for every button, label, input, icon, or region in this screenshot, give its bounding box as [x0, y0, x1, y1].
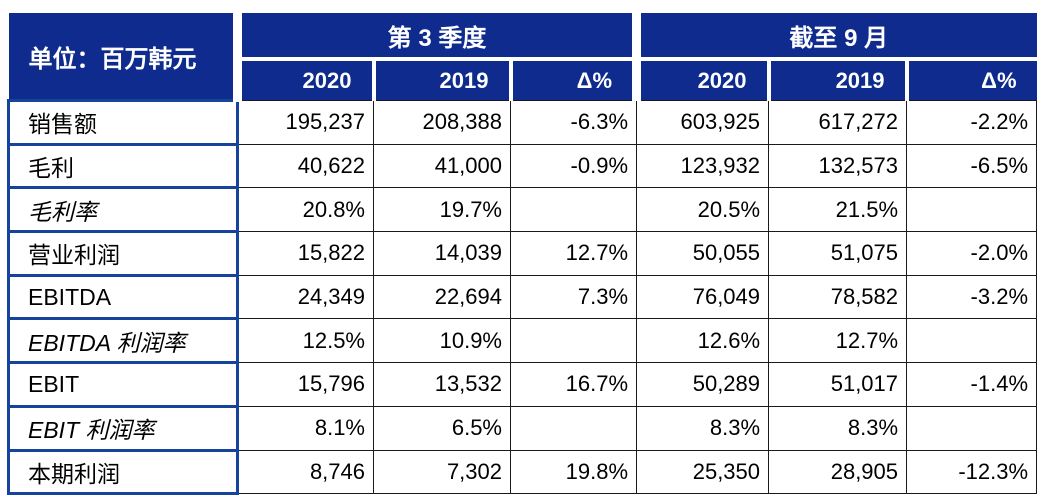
data-cell: 14,039	[373, 231, 511, 276]
data-cell: 12.5%	[237, 318, 374, 364]
data-cell: 12.7%	[509, 231, 638, 276]
data-cell: 12.6%	[636, 318, 770, 364]
table-row-ebitda: EBITDA 24,349 22,694 7.3% 76,049 78,582 …	[7, 273, 1038, 321]
header-year-row: 2020 2019 Δ% 2020 2019 Δ%	[9, 59, 1037, 101]
column-group-ytd-september: 截至 9 月	[632, 13, 1037, 61]
data-cell: 41,000	[373, 143, 511, 189]
data-cell: 8,746	[237, 449, 374, 495]
row-label: 销售额	[7, 99, 239, 146]
row-label: 本期利润	[7, 448, 239, 495]
data-cell: 78,582	[768, 274, 908, 320]
data-cell: 13,532	[373, 362, 511, 407]
data-cell: 15,822	[237, 231, 374, 276]
row-label: 营业利润	[7, 230, 239, 277]
data-cell: -12.3%	[906, 449, 1038, 495]
data-cell: 8.3%	[768, 405, 908, 451]
data-cell: 123,932	[636, 143, 770, 189]
data-cell: 28,905	[768, 449, 908, 495]
data-cell: 7,302	[373, 449, 511, 495]
table-row-ebit: EBIT 15,796 13,532 16.7% 50,289 51,017 -…	[7, 361, 1038, 408]
data-cell: 20.5%	[636, 187, 770, 233]
table-body: 销售额 195,237 208,388 -6.3% 603,925 617,27…	[7, 99, 1038, 495]
table-row-gross-margin: 毛利率 20.8% 19.7% 20.5% 21.5%	[7, 186, 1038, 234]
data-cell	[509, 187, 638, 233]
data-cell	[509, 405, 638, 451]
data-cell	[509, 318, 638, 364]
data-cell: 40,622	[237, 143, 374, 189]
data-cell: -6.5%	[906, 143, 1038, 189]
col-header-q3-delta: Δ%	[508, 59, 637, 101]
data-cell: 132,573	[768, 143, 908, 189]
data-cell: 208,388	[373, 100, 511, 145]
data-cell: 7.3%	[509, 274, 638, 320]
data-cell: -2.0%	[906, 231, 1038, 276]
data-cell: 19.8%	[509, 449, 638, 495]
table-row-operating-profit: 营业利润 15,822 14,039 12.7% 50,055 51,075 -…	[7, 230, 1038, 277]
data-cell: 617,272	[768, 100, 908, 145]
data-cell	[906, 318, 1038, 364]
data-cell: 25,350	[636, 449, 770, 495]
table-row-net-profit: 本期利润 8,746 7,302 19.8% 25,350 28,905 -12…	[7, 448, 1038, 495]
data-cell: 50,289	[636, 362, 770, 407]
data-cell: 10.9%	[373, 318, 511, 364]
row-label: EBIT	[7, 361, 239, 408]
row-label: 毛利	[7, 142, 239, 190]
data-cell: 195,237	[237, 100, 374, 145]
data-cell: 8.1%	[237, 405, 374, 451]
header-group-row: 单位：百万韩元 第 3 季度 截至 9 月	[8, 13, 1037, 101]
data-cell: -1.4%	[906, 362, 1038, 407]
data-cell: 8.3%	[636, 405, 770, 451]
unit-label: 单位：百万韩元	[8, 13, 242, 101]
row-label: 毛利率	[7, 186, 239, 234]
col-header-ytd-2020: 2020	[632, 59, 769, 101]
financial-results-table: 单位：百万韩元 第 3 季度 截至 9 月 2020 2019 Δ% 2020 …	[7, 13, 1038, 495]
data-cell: -2.2%	[906, 100, 1038, 145]
data-cell	[906, 187, 1038, 233]
col-header-q3-2020: 2020	[237, 59, 374, 101]
data-cell: -0.9%	[509, 143, 638, 189]
data-cell: 19.7%	[373, 187, 511, 233]
data-cell: 12.7%	[768, 318, 908, 364]
row-label: EBITDA 利润率	[7, 317, 239, 365]
table-header: 单位：百万韩元 第 3 季度 截至 9 月 2020 2019 Δ% 2020 …	[8, 13, 1037, 101]
data-cell	[906, 405, 1038, 451]
row-label: EBITDA	[7, 273, 239, 321]
data-cell: 6.5%	[373, 405, 511, 451]
data-cell: -3.2%	[906, 274, 1038, 320]
table-row-gross-profit: 毛利 40,622 41,000 -0.9% 123,932 132,573 -…	[7, 142, 1038, 190]
table-row-ebit-margin: EBIT 利润率 8.1% 6.5% 8.3% 8.3%	[7, 404, 1038, 452]
col-header-ytd-2019: 2019	[766, 59, 907, 101]
data-cell: 24,349	[237, 274, 374, 320]
data-cell: 76,049	[636, 274, 770, 320]
col-header-ytd-delta: Δ%	[904, 59, 1037, 101]
data-cell: 51,017	[768, 362, 908, 407]
data-cell: 20.8%	[237, 187, 374, 233]
data-cell: 22,694	[373, 274, 511, 320]
col-header-q3-2019: 2019	[371, 59, 511, 101]
table-row-ebitda-margin: EBITDA 利润率 12.5% 10.9% 12.6% 12.7%	[7, 317, 1038, 365]
data-cell: 50,055	[636, 231, 770, 276]
data-cell: 16.7%	[509, 362, 638, 407]
data-cell: 21.5%	[768, 187, 908, 233]
data-cell: 15,796	[237, 362, 374, 407]
column-group-q3: 第 3 季度	[237, 13, 637, 61]
row-label: EBIT 利润率	[7, 404, 239, 452]
data-cell: -6.3%	[509, 100, 638, 145]
data-cell: 603,925	[636, 100, 770, 145]
data-cell: 51,075	[768, 231, 908, 276]
table-row-sales: 销售额 195,237 208,388 -6.3% 603,925 617,27…	[7, 99, 1038, 146]
